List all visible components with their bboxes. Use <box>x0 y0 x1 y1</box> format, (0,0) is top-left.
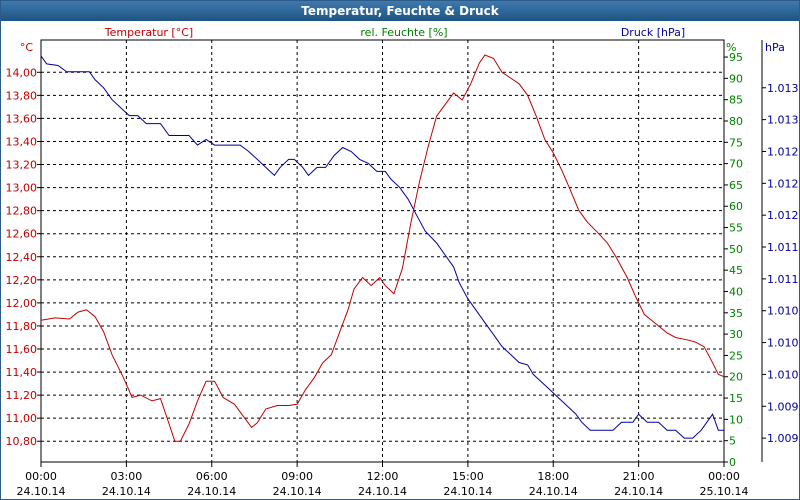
date-tick-label: 24.10.14 <box>273 485 322 498</box>
humidity-tick-label: 40 <box>729 285 743 298</box>
humidity-tick-label: 80 <box>729 115 743 128</box>
pressure-tick-label: 1.013 <box>767 82 799 95</box>
humidity-tick-label: 95 <box>729 51 743 64</box>
pressure-tick-label: 1.012 <box>767 177 799 190</box>
time-axis-ticks: 00:00 24.10.14 03:00 24.10.14 06:00 24.10.14 0… <box>17 462 749 498</box>
date-tick-label: 24.10.14 <box>358 485 407 498</box>
humidity-tick-label: 50 <box>729 243 743 256</box>
time-tick-label: 15:00 <box>452 470 484 483</box>
temperature-tick-label: 13,80 <box>6 89 38 102</box>
humidity-tick-label: 65 <box>729 179 743 192</box>
time-tick-label: 06:00 <box>196 470 228 483</box>
date-tick-label: 24.10.14 <box>102 485 151 498</box>
date-tick-label: 24.10.14 <box>614 485 663 498</box>
date-tick-label: 24.10.14 <box>529 485 578 498</box>
humidity-tick-label: 0 <box>729 456 736 469</box>
temp-unit-label: °C <box>20 41 34 54</box>
date-tick-label: 24.10.14 <box>443 485 492 498</box>
temperature-tick-label: 11,40 <box>6 366 38 379</box>
temperature-tick-label: 11,20 <box>6 389 38 402</box>
date-tick-label: 24.10.14 <box>17 485 66 498</box>
temperature-tick-label: 12,20 <box>6 274 38 287</box>
legend-pressure: Druck [hPa] <box>621 26 685 39</box>
legend-humidity: rel. Feuchte [%] <box>360 26 447 39</box>
pressure-tick-label: 1.012 <box>767 145 799 158</box>
temperature-tick-label: 12,60 <box>6 228 38 241</box>
pressure-tick-label: 1.012 <box>767 209 799 222</box>
temperature-tick-label: 12,40 <box>6 251 38 264</box>
time-tick-label: 09:00 <box>281 470 313 483</box>
time-tick-label: 03:00 <box>111 470 143 483</box>
humidity-tick-label: 85 <box>729 94 743 107</box>
time-tick-label: 12:00 <box>367 470 399 483</box>
pressure-tick-label: 1.010 <box>767 337 799 350</box>
humidity-tick-label: 10 <box>729 413 743 426</box>
humidity-tick-label: 70 <box>729 158 743 171</box>
pressure-series-line <box>40 55 724 439</box>
humidity-tick-label: 25 <box>729 349 743 362</box>
humidity-tick-label: 35 <box>729 307 743 320</box>
temperature-series-line <box>40 54 725 442</box>
pressure-tick-label: 1.011 <box>767 273 799 286</box>
chart-title: Temperatur, Feuchte & Druck <box>1 1 799 21</box>
temperature-tick-label: 11,60 <box>6 343 38 356</box>
humidity-tick-label: 55 <box>729 222 743 235</box>
time-tick-label: 00:00 <box>708 470 740 483</box>
humidity-tick-label: 90 <box>729 72 743 85</box>
temperature-tick-label: 13,40 <box>6 135 38 148</box>
pressure-axis-ticks: 1.009 1.009 1.010 1.010 1.010 1.011 1.011 1.012… <box>762 82 799 445</box>
humidity-tick-label: 20 <box>729 371 743 384</box>
time-tick-label: 21:00 <box>623 470 655 483</box>
pressure-tick-label: 1.010 <box>767 305 799 318</box>
humidity-tick-label: 75 <box>729 136 743 149</box>
temperature-axis-ticks: 10,80 11,00 11,20 11,40 11,60 11,80 12,00 12,20… <box>6 66 41 448</box>
temperature-tick-label: 13,00 <box>6 182 38 195</box>
pressure-tick-label: 1.013 <box>767 114 799 127</box>
temperature-tick-label: 13,20 <box>6 159 38 172</box>
date-tick-label: 25.10.14 <box>700 485 749 498</box>
pressure-tick-label: 1.011 <box>767 241 799 254</box>
pressure-tick-label: 1.009 <box>767 432 799 445</box>
legend-temperature: Temperatur [°C] <box>104 26 193 39</box>
humidity-tick-label: 45 <box>729 264 743 277</box>
grid <box>41 40 724 462</box>
humidity-unit-label: % <box>726 41 736 54</box>
time-tick-label: 18:00 <box>537 470 569 483</box>
humidity-tick-label: 30 <box>729 328 743 341</box>
humidity-tick-label: 15 <box>729 392 743 405</box>
pressure-tick-label: 1.010 <box>767 368 799 381</box>
temperature-tick-label: 12,00 <box>6 297 38 310</box>
temperature-tick-label: 11,80 <box>6 320 38 333</box>
temperature-tick-label: 12,80 <box>6 205 38 218</box>
temperature-tick-label: 11,00 <box>6 412 38 425</box>
humidity-tick-label: 60 <box>729 200 743 213</box>
temperature-tick-label: 13,60 <box>6 112 38 125</box>
date-tick-label: 24.10.14 <box>187 485 236 498</box>
humidity-tick-label: 5 <box>729 435 736 448</box>
humidity-axis-ticks: 0 5 10 15 20 25 30 35 40 45 50 55 60 65 70 75 80 85 90 95 <box>724 51 743 469</box>
temperature-tick-label: 14,00 <box>6 66 38 79</box>
temperature-tick-label: 10,80 <box>6 435 38 448</box>
pressure-unit-label: hPa <box>765 41 785 54</box>
time-tick-label: 00:00 <box>25 470 57 483</box>
pressure-tick-label: 1.009 <box>767 400 799 413</box>
